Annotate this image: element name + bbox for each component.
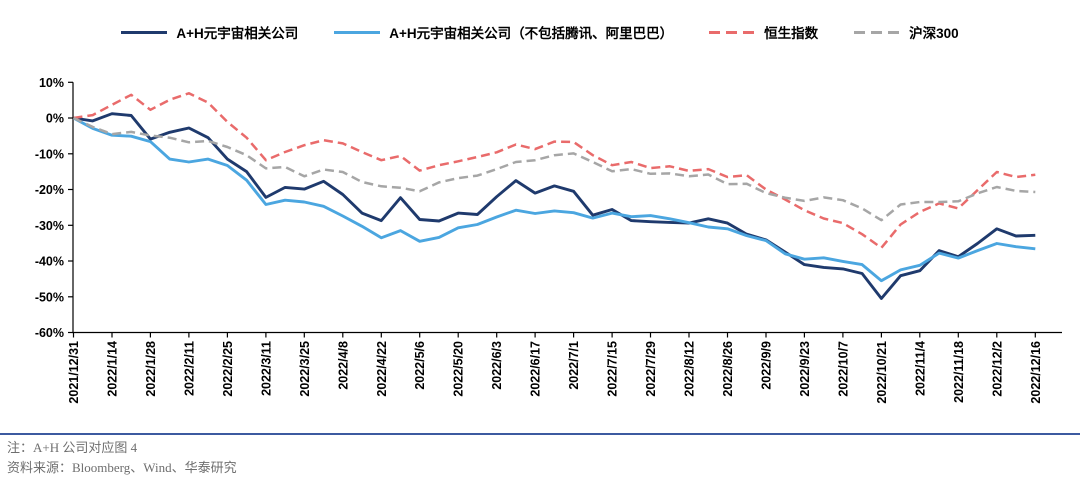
y-axis-label: 0% [46,112,64,126]
y-axis-label: -40% [35,255,64,269]
legend-label: A+H元宇宙相关公司（不包括腾讯、阿里巴巴） [389,26,674,41]
x-axis-label: 2022/2/25 [221,341,235,397]
axis-spines [72,82,1062,334]
chart-note: 注：A+H 公司对应图 4 [7,440,138,455]
x-axis-label: 2022/8/12 [683,341,697,397]
line-ah-metaverse [73,112,1036,300]
x-axis-label: 2022/2/11 [182,341,196,396]
line-csi300 [72,116,1036,222]
x-axis-label: 2022/12/2 [990,341,1004,397]
x-axis-label: 2022/7/15 [606,341,620,397]
x-axis-label: 2022/4/22 [375,341,389,397]
line-hang-seng-index [73,92,1036,250]
x-axis-label: 2022/4/8 [336,341,350,390]
legend-label: 恒生指数 [764,26,819,41]
x-axis-label: 2022/8/26 [721,341,735,397]
performance-line-chart: 10% 0% -10% -20% -30% -40% -50% -60%2021/12/31 2… [35,76,1062,404]
legend-swatch-ah-metaverse-ex-tencent-alibaba-solid-line-icon [334,30,381,34]
x-axis-label: 2022/10/7 [836,341,850,397]
legend-swatch-hang-seng-index-dashed-line-icon [709,30,756,34]
y-axis-label: 10% [39,76,64,90]
legend-item-csi300: 沪深300 [854,22,959,42]
legend-label: 沪深300 [909,26,959,41]
x-axis-label: 2022/7/1 [567,341,581,390]
legend-swatch-csi300-dashed-line-icon [854,30,901,34]
footer-divider [0,433,1080,435]
x-axis-label: 2022/12/16 [1029,341,1043,404]
x-axis-label: 2022/11/4 [913,341,927,396]
x-axis-label: 2022/7/29 [644,341,658,397]
legend-label: A+H元宇宙相关公司 [176,26,299,41]
x-axis-label: 2022/1/28 [144,341,158,397]
y-axis-label: -50% [35,290,64,304]
x-axis-label: 2022/3/11 [259,341,273,396]
line-ah-metaverse-ex-tencent-alibaba [72,116,1036,283]
legend-item-ah-metaverse-ex-tencent-alibaba: A+H元宇宙相关公司（不包括腾讯、阿里巴巴） [334,22,673,42]
x-axis-label: 2022/3/25 [298,341,312,397]
x-axis-label: 2022/5/20 [452,341,466,397]
chart-legend: A+H元宇宙相关公司 A+H元宇宙相关公司（不包括腾讯、阿里巴巴） 恒生指数 沪深30… [0,22,1080,42]
x-axis-label: 2021/12/31 [67,341,81,404]
y-axis-label: -60% [35,326,64,340]
x-axis-label: 2022/11/18 [952,341,966,403]
x-axis-label: 2022/6/3 [490,341,504,390]
y-axis-label: -30% [35,219,64,233]
x-axis-label: 2022/1/14 [106,341,120,397]
x-axis-label: 2022/6/17 [529,341,543,397]
footer-notes: 注：A+H 公司对应图 4 资料来源：Bloomberg、Wind、华泰研究 [7,438,237,477]
x-axis-label: 2022/10/21 [875,341,889,404]
legend-swatch-ah-metaverse-solid-line-icon [121,30,168,34]
chart-source: 资料来源：Bloomberg、Wind、华泰研究 [7,459,237,475]
y-axis-label: -10% [35,147,64,161]
x-axis-label: 2022/5/6 [413,341,427,390]
x-axis-label: 2022/9/9 [760,341,774,390]
legend-item-hang-seng-index: 恒生指数 [709,22,818,42]
x-axis-label: 2022/9/23 [798,341,812,397]
legend-item-ah-metaverse: A+H元宇宙相关公司 [121,22,298,42]
y-axis-label: -20% [35,183,64,197]
